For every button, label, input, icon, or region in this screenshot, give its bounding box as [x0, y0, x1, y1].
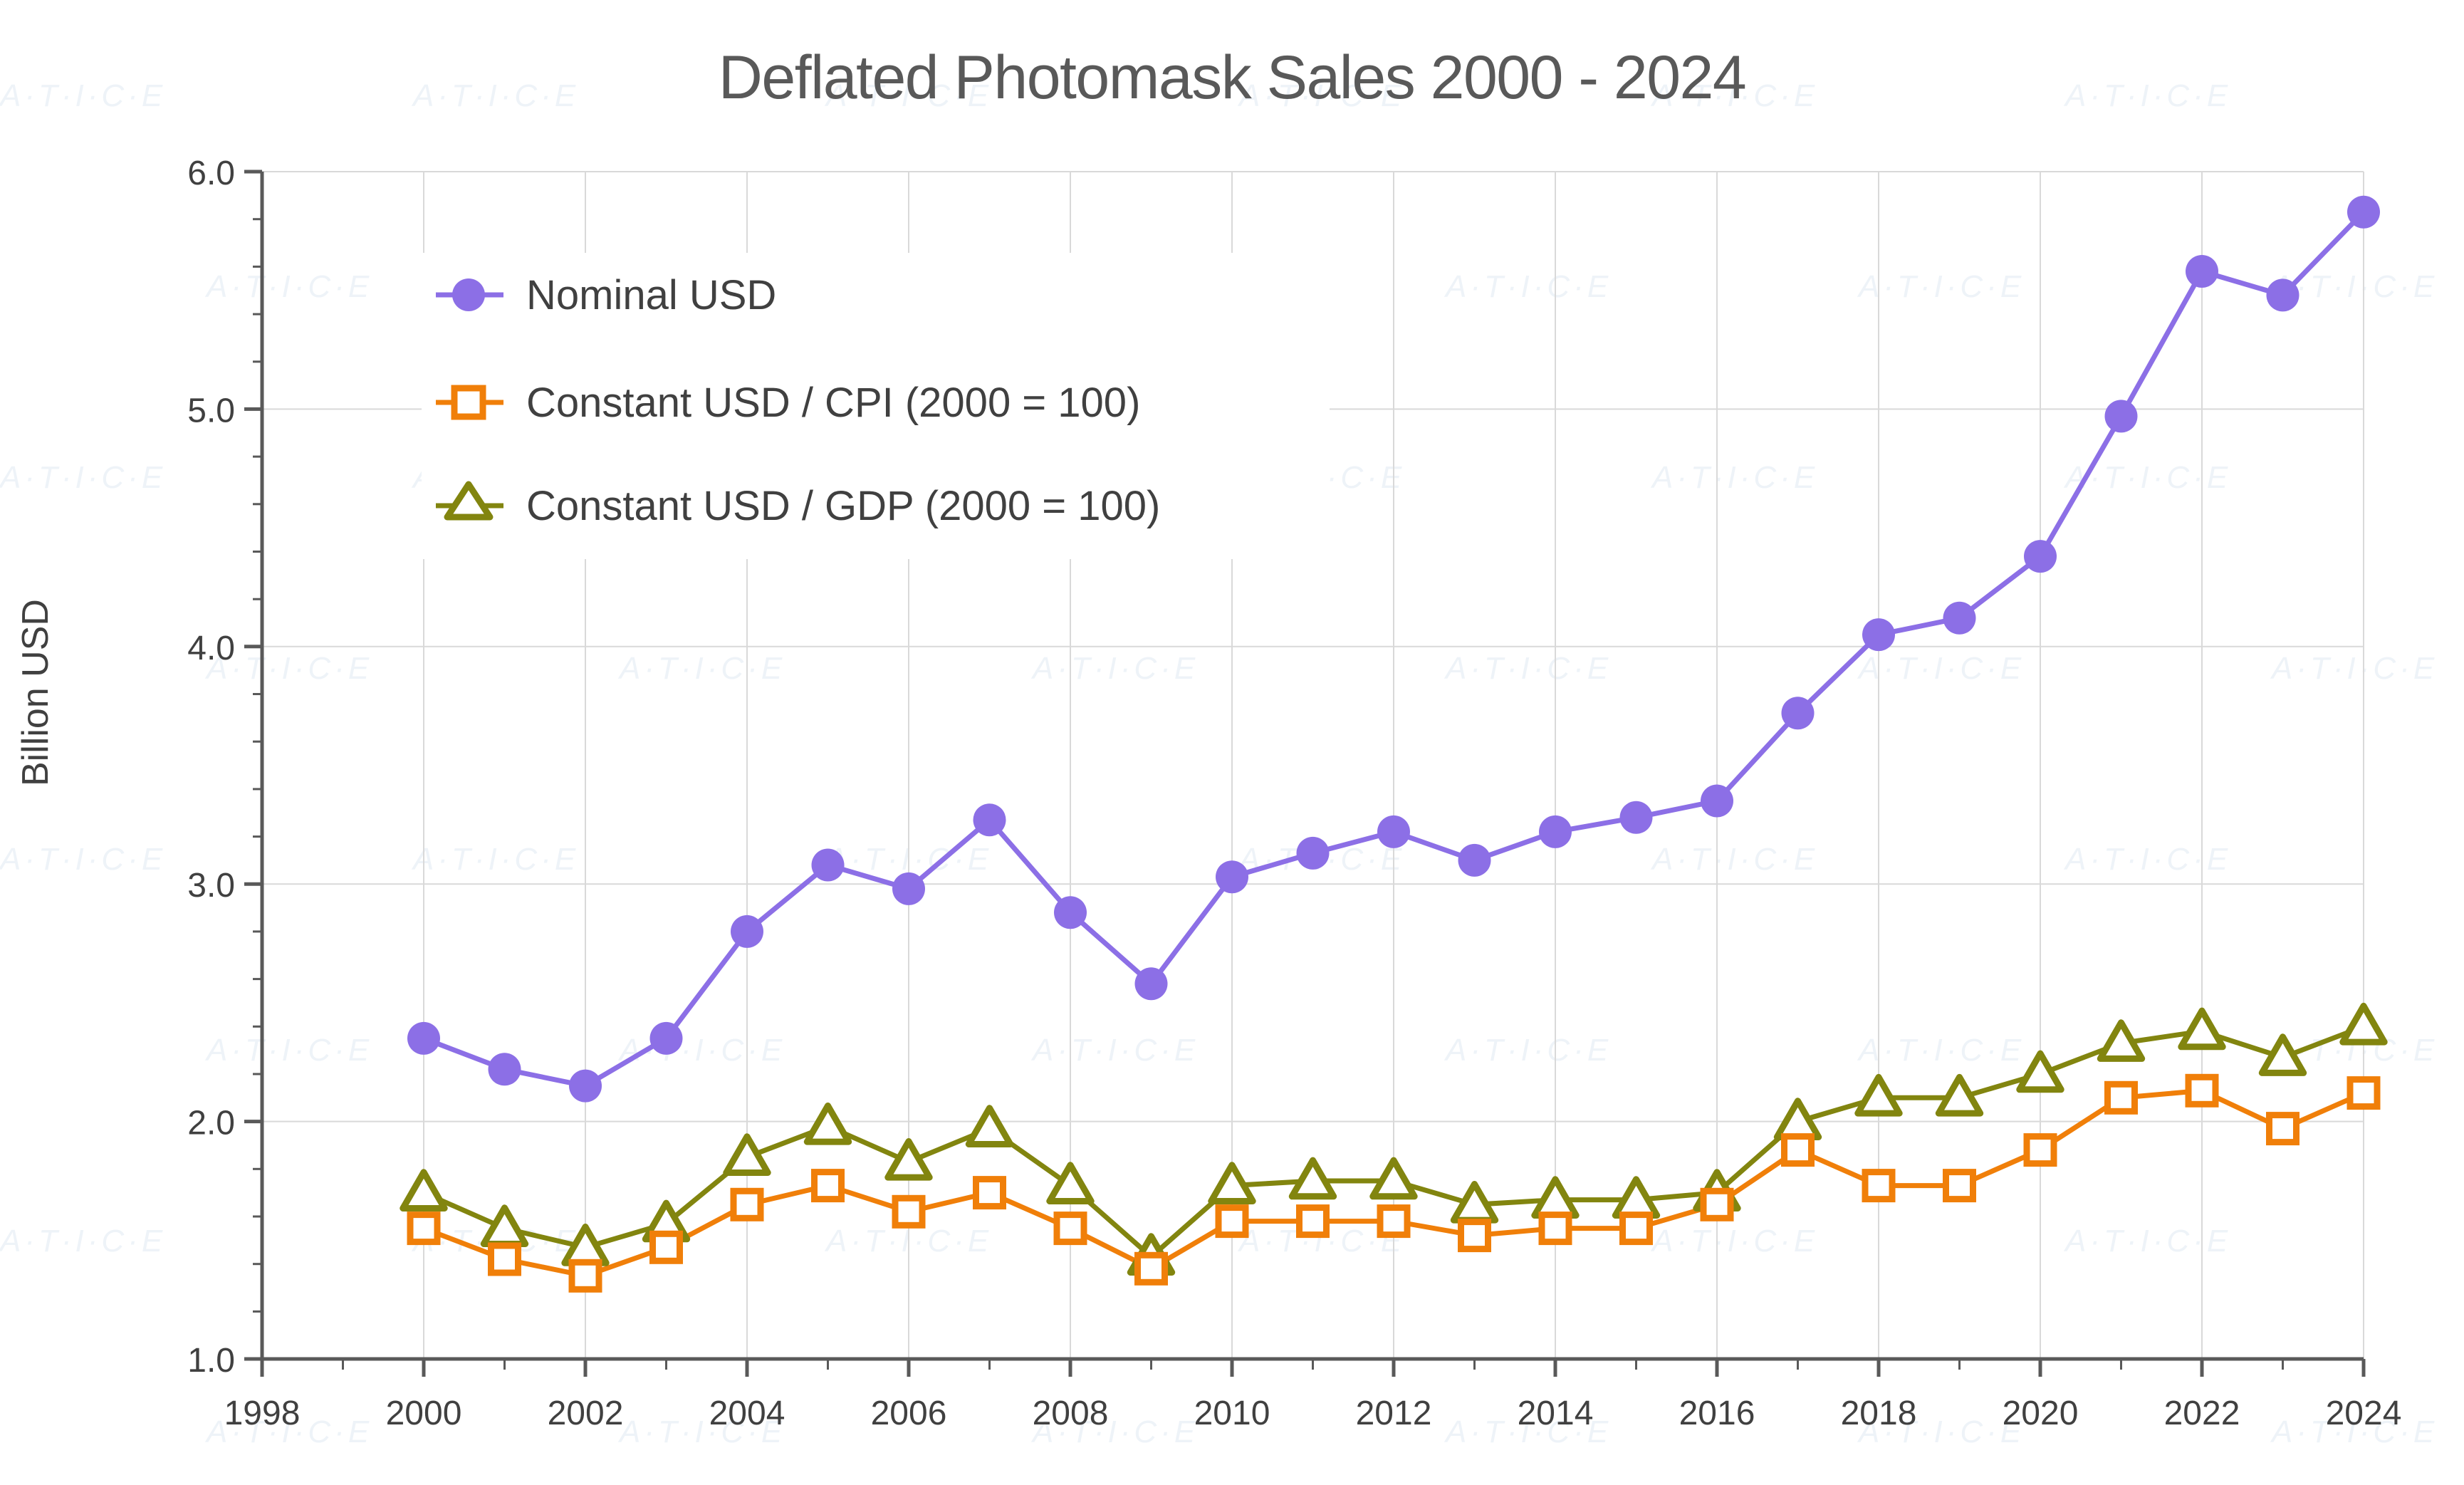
svg-text:Nominal USD: Nominal USD — [526, 272, 776, 318]
svg-text:2016: 2016 — [1679, 1395, 1755, 1432]
svg-text:4.0: 4.0 — [187, 630, 235, 667]
svg-text:2004: 2004 — [709, 1395, 785, 1432]
svg-text:2022: 2022 — [2164, 1395, 2240, 1432]
svg-text:2018: 2018 — [1841, 1395, 1917, 1432]
svg-text:3.0: 3.0 — [187, 867, 235, 905]
svg-text:6.0: 6.0 — [187, 155, 235, 192]
svg-text:Constant USD / CPI (2000 = 100: Constant USD / CPI (2000 = 100) — [526, 380, 1140, 426]
svg-text:2000: 2000 — [386, 1395, 462, 1432]
svg-text:2006: 2006 — [871, 1395, 947, 1432]
svg-text:2.0: 2.0 — [187, 1105, 235, 1142]
svg-text:2010: 2010 — [1194, 1395, 1270, 1432]
svg-text:5.0: 5.0 — [187, 392, 235, 429]
svg-text:Constant USD / GDP (2000 = 100: Constant USD / GDP (2000 = 100) — [526, 483, 1160, 529]
svg-text:2024: 2024 — [2326, 1395, 2402, 1432]
svg-text:2002: 2002 — [548, 1395, 624, 1432]
svg-text:2008: 2008 — [1033, 1395, 1109, 1432]
svg-text:2014: 2014 — [1518, 1395, 1594, 1432]
svg-text:1.0: 1.0 — [187, 1342, 235, 1380]
svg-text:2012: 2012 — [1356, 1395, 1432, 1432]
svg-text:2020: 2020 — [2003, 1395, 2079, 1432]
svg-text:1998: 1998 — [224, 1395, 301, 1432]
